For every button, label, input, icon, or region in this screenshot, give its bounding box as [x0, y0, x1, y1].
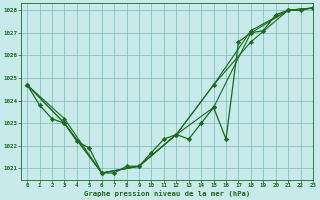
X-axis label: Graphe pression niveau de la mer (hPa): Graphe pression niveau de la mer (hPa): [84, 190, 250, 197]
